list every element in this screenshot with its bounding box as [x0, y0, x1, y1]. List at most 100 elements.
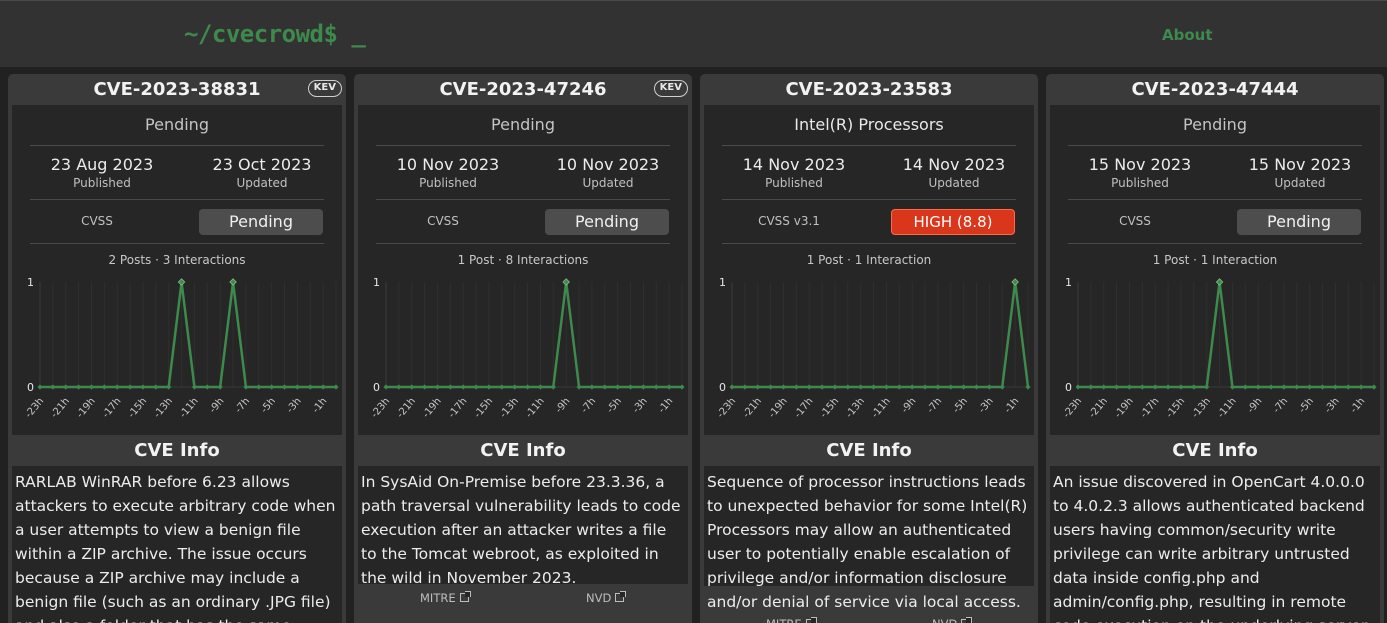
x-tick-label: -21h [741, 396, 764, 420]
data-point [1178, 384, 1184, 390]
x-tick-label: -5h [1297, 396, 1316, 416]
cve-id[interactable]: CVE-2023-38831 [93, 79, 261, 100]
data-point [1215, 278, 1224, 286]
data-point [1025, 384, 1031, 390]
data-point [101, 384, 107, 390]
data-point [883, 384, 890, 390]
data-point [434, 384, 441, 390]
published-date: 15 Nov 2023 Published [1060, 155, 1220, 190]
data-point [870, 384, 877, 390]
posts-summary: 1 Post · 1 Interaction [806, 253, 932, 267]
data-point [1075, 384, 1081, 390]
cvss-label: CVSS [81, 214, 113, 228]
data-point [1204, 384, 1210, 390]
data-point [243, 384, 249, 390]
divider [722, 199, 1016, 200]
data-point [729, 384, 735, 390]
data-point [269, 384, 275, 390]
data-point [499, 384, 505, 390]
kev-badge: KEV [307, 80, 342, 97]
data-point [832, 384, 838, 390]
x-tick-label: -7h [925, 396, 944, 416]
data-point [127, 384, 133, 390]
nvd-label: NVD [586, 591, 612, 605]
divider [722, 145, 1016, 146]
data-point [307, 384, 313, 390]
data-point [473, 384, 479, 390]
published-date: 10 Nov 2023 Published [368, 155, 528, 190]
vendor-label: Intel(R) Processors [794, 115, 944, 134]
reference-links: MITRE NVD [358, 591, 688, 615]
data-point [640, 384, 646, 390]
data-point [1281, 384, 1287, 390]
data-point [409, 384, 415, 390]
data-point [1152, 384, 1158, 390]
updated-date: 10 Nov 2023 Updated [528, 155, 688, 190]
cve-id[interactable]: CVE-2023-47246 [439, 79, 607, 100]
data-point [742, 384, 748, 390]
cve-id[interactable]: CVE-2023-47444 [1131, 79, 1299, 100]
site-logo[interactable]: ~/cvecrowd$ _ [184, 20, 366, 48]
x-tick-label: -11h [870, 396, 893, 420]
data-point [320, 384, 326, 390]
cve-card: CVE-2023-47444 Pending 15 Nov 2023 Publi… [1046, 74, 1384, 623]
interactions-chart: 01-23h -21h -19h -17h -15h -13h -11h -9h -7h -5h -… [1061, 276, 1377, 420]
cve-id[interactable]: CVE-2023-23583 [785, 79, 953, 100]
published-label: Published [1111, 176, 1169, 190]
posts-summary: 1 Post · 8 Interactions [457, 253, 589, 267]
data-point [1332, 384, 1338, 390]
updated-date: 23 Oct 2023 Updated [182, 155, 342, 190]
data-point [524, 384, 531, 390]
published-label: Published [73, 176, 131, 190]
x-tick-label: -7h [579, 396, 598, 416]
interactions-chart: 01-23h -21h -19h -17h -15h -13h -11h -9h -7h -5h -… [23, 276, 339, 420]
data-point [1294, 384, 1300, 390]
y-tick-label: 1 [373, 276, 380, 289]
x-tick-label: -9h [1246, 396, 1265, 416]
data-point [589, 384, 595, 390]
x-tick-label: -21h [395, 396, 418, 420]
data-point [63, 384, 69, 390]
x-tick-label: -19h [421, 396, 444, 420]
x-tick-label: -11h [1216, 396, 1239, 420]
x-tick-label: -9h [554, 396, 573, 416]
data-point [333, 384, 339, 390]
data-point [229, 278, 237, 286]
published-date: 14 Nov 2023 Published [714, 155, 874, 190]
data-point [204, 384, 210, 390]
x-tick-label: -1h [1003, 396, 1022, 416]
x-tick-label: -23h [715, 396, 738, 420]
x-tick-label: -17h [793, 396, 816, 420]
mitre-link[interactable]: MITRE [766, 617, 817, 623]
cve-description: An issue discovered in OpenCart 4.0.0.0 … [1050, 466, 1380, 623]
data-point [986, 384, 992, 390]
x-tick-label: -13h [152, 396, 175, 420]
x-tick-label: -15h [1164, 396, 1187, 420]
x-tick-label: -3h [631, 396, 650, 416]
data-point [858, 384, 864, 390]
data-point [537, 384, 544, 390]
data-point [819, 384, 825, 390]
data-point [294, 384, 300, 390]
nvd-link[interactable]: NVD [586, 591, 627, 605]
data-point [973, 384, 980, 390]
y-tick-label: 0 [373, 381, 380, 394]
data-point [1139, 384, 1145, 390]
cve-card: CVE-2023-38831 KEV Pending 23 Aug 2023 P… [8, 74, 346, 623]
about-link[interactable]: About [1162, 26, 1213, 44]
series-line [386, 280, 682, 389]
y-tick-label: 1 [719, 276, 726, 289]
data-point [653, 384, 659, 390]
data-point [615, 384, 621, 390]
x-tick-label: -11h [524, 396, 547, 420]
data-point [217, 384, 223, 390]
x-tick-label: -1h [657, 396, 676, 416]
data-point [550, 384, 556, 390]
y-tick-label: 1 [27, 276, 34, 289]
published-label: Published [765, 176, 823, 190]
mitre-link[interactable]: MITRE [420, 591, 471, 605]
updated-label: Updated [928, 176, 980, 190]
series-line [40, 280, 336, 389]
x-tick-label: -23h [369, 396, 392, 420]
nvd-link[interactable]: NVD [932, 617, 973, 623]
